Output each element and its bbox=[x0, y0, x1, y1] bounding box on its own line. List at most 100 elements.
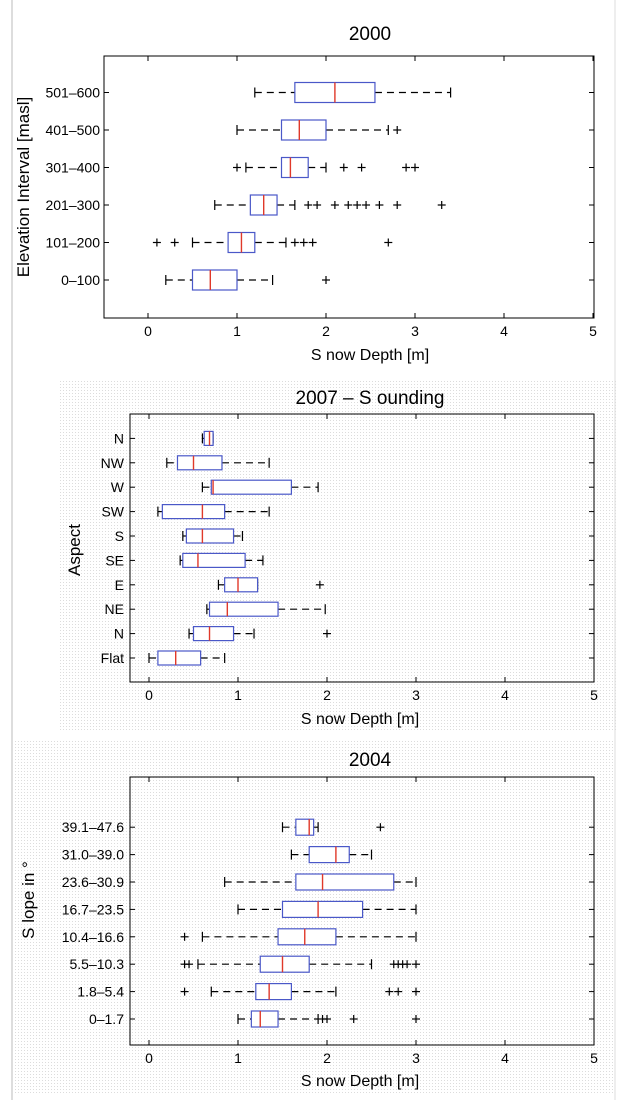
y-tick-label: Flat bbox=[101, 650, 124, 666]
outlier-marker bbox=[349, 1015, 358, 1023]
chart-title: 2004 bbox=[349, 750, 392, 771]
y-tick-label: 501–600 bbox=[45, 85, 100, 101]
y-tick-label: NE bbox=[105, 601, 124, 617]
x-tick-label: 1 bbox=[234, 687, 242, 703]
box-iqr bbox=[176, 455, 223, 471]
box-501–600 bbox=[254, 81, 452, 104]
x-axis-label: S now Depth [m] bbox=[301, 711, 419, 728]
outlier-marker bbox=[304, 201, 313, 209]
box-iqr bbox=[210, 479, 293, 495]
y-axis-ticks: 0–100 101–200 201–300 301–400 401–500 501–600 bbox=[45, 85, 594, 288]
outlier-marker bbox=[152, 238, 161, 247]
box-iqr bbox=[192, 625, 235, 642]
outlier-marker bbox=[394, 987, 403, 996]
outlier-marker bbox=[375, 201, 384, 209]
y-tick-label: S bbox=[115, 528, 124, 544]
box-Flat bbox=[148, 650, 226, 666]
box-iqr bbox=[203, 430, 214, 446]
box-5.5–10.3 bbox=[180, 955, 420, 973]
x-tick-label: 2 bbox=[323, 687, 331, 703]
x-tick-label: 4 bbox=[501, 1050, 509, 1066]
box-0–100 bbox=[165, 269, 330, 291]
y-tick-label: 301–400 bbox=[45, 160, 100, 176]
chart-aspect-2007-sounding: 2007 – S ounding 0 1 2 3 4 5 Flat N NE E SE S SW W NW… bbox=[65, 388, 598, 728]
x-axis-ticks: 0 1 2 3 4 5 bbox=[144, 56, 597, 339]
outlier-marker bbox=[315, 580, 324, 589]
outlier-marker bbox=[376, 823, 385, 832]
box-iqr bbox=[259, 955, 310, 973]
x-tick-label: 0 bbox=[145, 1050, 153, 1066]
y-tick-label: 31.0–39.0 bbox=[62, 847, 124, 863]
x-tick-label: 3 bbox=[411, 323, 419, 339]
outlier-marker bbox=[290, 238, 299, 247]
chart-title: 2000 bbox=[349, 24, 391, 45]
boxes bbox=[148, 430, 331, 666]
box-201–300 bbox=[214, 194, 446, 216]
y-tick-label: 0–1.7 bbox=[89, 1011, 124, 1027]
box-31.0–39.0 bbox=[290, 845, 373, 864]
box-N bbox=[201, 430, 214, 446]
y-tick-label: 101–200 bbox=[45, 235, 100, 251]
outlier-marker bbox=[357, 163, 366, 172]
outlier-marker bbox=[185, 960, 194, 969]
box-1.8–5.4 bbox=[180, 982, 420, 1001]
box-23.6–30.9 bbox=[224, 873, 417, 891]
outlier-marker bbox=[323, 629, 331, 638]
box-S bbox=[182, 528, 244, 544]
boxes bbox=[152, 81, 452, 291]
x-tick-label: 5 bbox=[590, 687, 598, 703]
box-NW bbox=[166, 455, 270, 471]
outlier-marker bbox=[330, 201, 339, 209]
outlier-marker bbox=[393, 126, 402, 134]
plot-frame bbox=[129, 413, 595, 683]
box-SE bbox=[179, 552, 264, 569]
box-iqr bbox=[280, 119, 327, 141]
x-tick-label: 3 bbox=[412, 687, 420, 703]
outlier-marker bbox=[313, 201, 322, 209]
outlier-marker bbox=[412, 987, 420, 996]
x-tick-label: 1 bbox=[234, 1050, 242, 1066]
box-iqr bbox=[224, 577, 259, 593]
outlier-marker bbox=[412, 1015, 420, 1023]
box-iqr bbox=[161, 504, 226, 520]
x-tick-label: 0 bbox=[144, 323, 152, 339]
outlier-marker bbox=[353, 201, 362, 209]
outlier-marker bbox=[385, 987, 394, 996]
y-axis-ticks: Flat N NE E SE S SW W NW N bbox=[101, 430, 594, 666]
outlier-marker bbox=[170, 238, 179, 247]
outlier-marker bbox=[233, 163, 241, 172]
box-iqr bbox=[277, 928, 337, 946]
outlier-marker bbox=[403, 960, 412, 969]
outlier-marker bbox=[180, 987, 189, 996]
outlier-marker bbox=[322, 276, 330, 284]
box-iqr bbox=[250, 1010, 279, 1028]
x-tick-label: 4 bbox=[501, 687, 509, 703]
y-axis-label: S lope in ° bbox=[19, 861, 38, 939]
x-tick-label: 4 bbox=[500, 323, 508, 339]
y-tick-label: 39.1–47.6 bbox=[62, 819, 124, 835]
boxes bbox=[180, 818, 420, 1028]
y-tick-label: 0–100 bbox=[61, 272, 100, 288]
box-39.1–47.6 bbox=[281, 818, 385, 836]
x-axis-label: S now Depth [m] bbox=[311, 347, 429, 364]
y-tick-label: 1.8–5.4 bbox=[77, 984, 124, 1000]
outlier-marker bbox=[412, 960, 420, 969]
y-tick-label: SE bbox=[105, 552, 124, 568]
y-tick-label: SW bbox=[101, 504, 124, 520]
x-tick-label: 5 bbox=[590, 1050, 598, 1066]
box-301–400 bbox=[233, 156, 419, 179]
outlier-marker bbox=[362, 201, 371, 209]
box-10.4–16.6 bbox=[180, 928, 417, 946]
box-SW bbox=[157, 504, 270, 520]
outlier-marker bbox=[339, 163, 348, 172]
outlier-marker bbox=[437, 201, 446, 209]
outlier-marker bbox=[344, 201, 353, 209]
box-401–500 bbox=[236, 119, 402, 141]
box-iqr bbox=[191, 269, 238, 291]
outlier-marker bbox=[384, 238, 393, 247]
outlier-marker bbox=[402, 163, 411, 172]
y-tick-label: E bbox=[115, 577, 124, 593]
chart-slope-2004: 2004 0 1 2 3 4 5 0–1.7 1.8–5.4 5.5–10.3 10.4–16.… bbox=[19, 750, 598, 1090]
y-tick-label: 201–300 bbox=[45, 197, 100, 213]
box-iqr bbox=[185, 528, 235, 544]
